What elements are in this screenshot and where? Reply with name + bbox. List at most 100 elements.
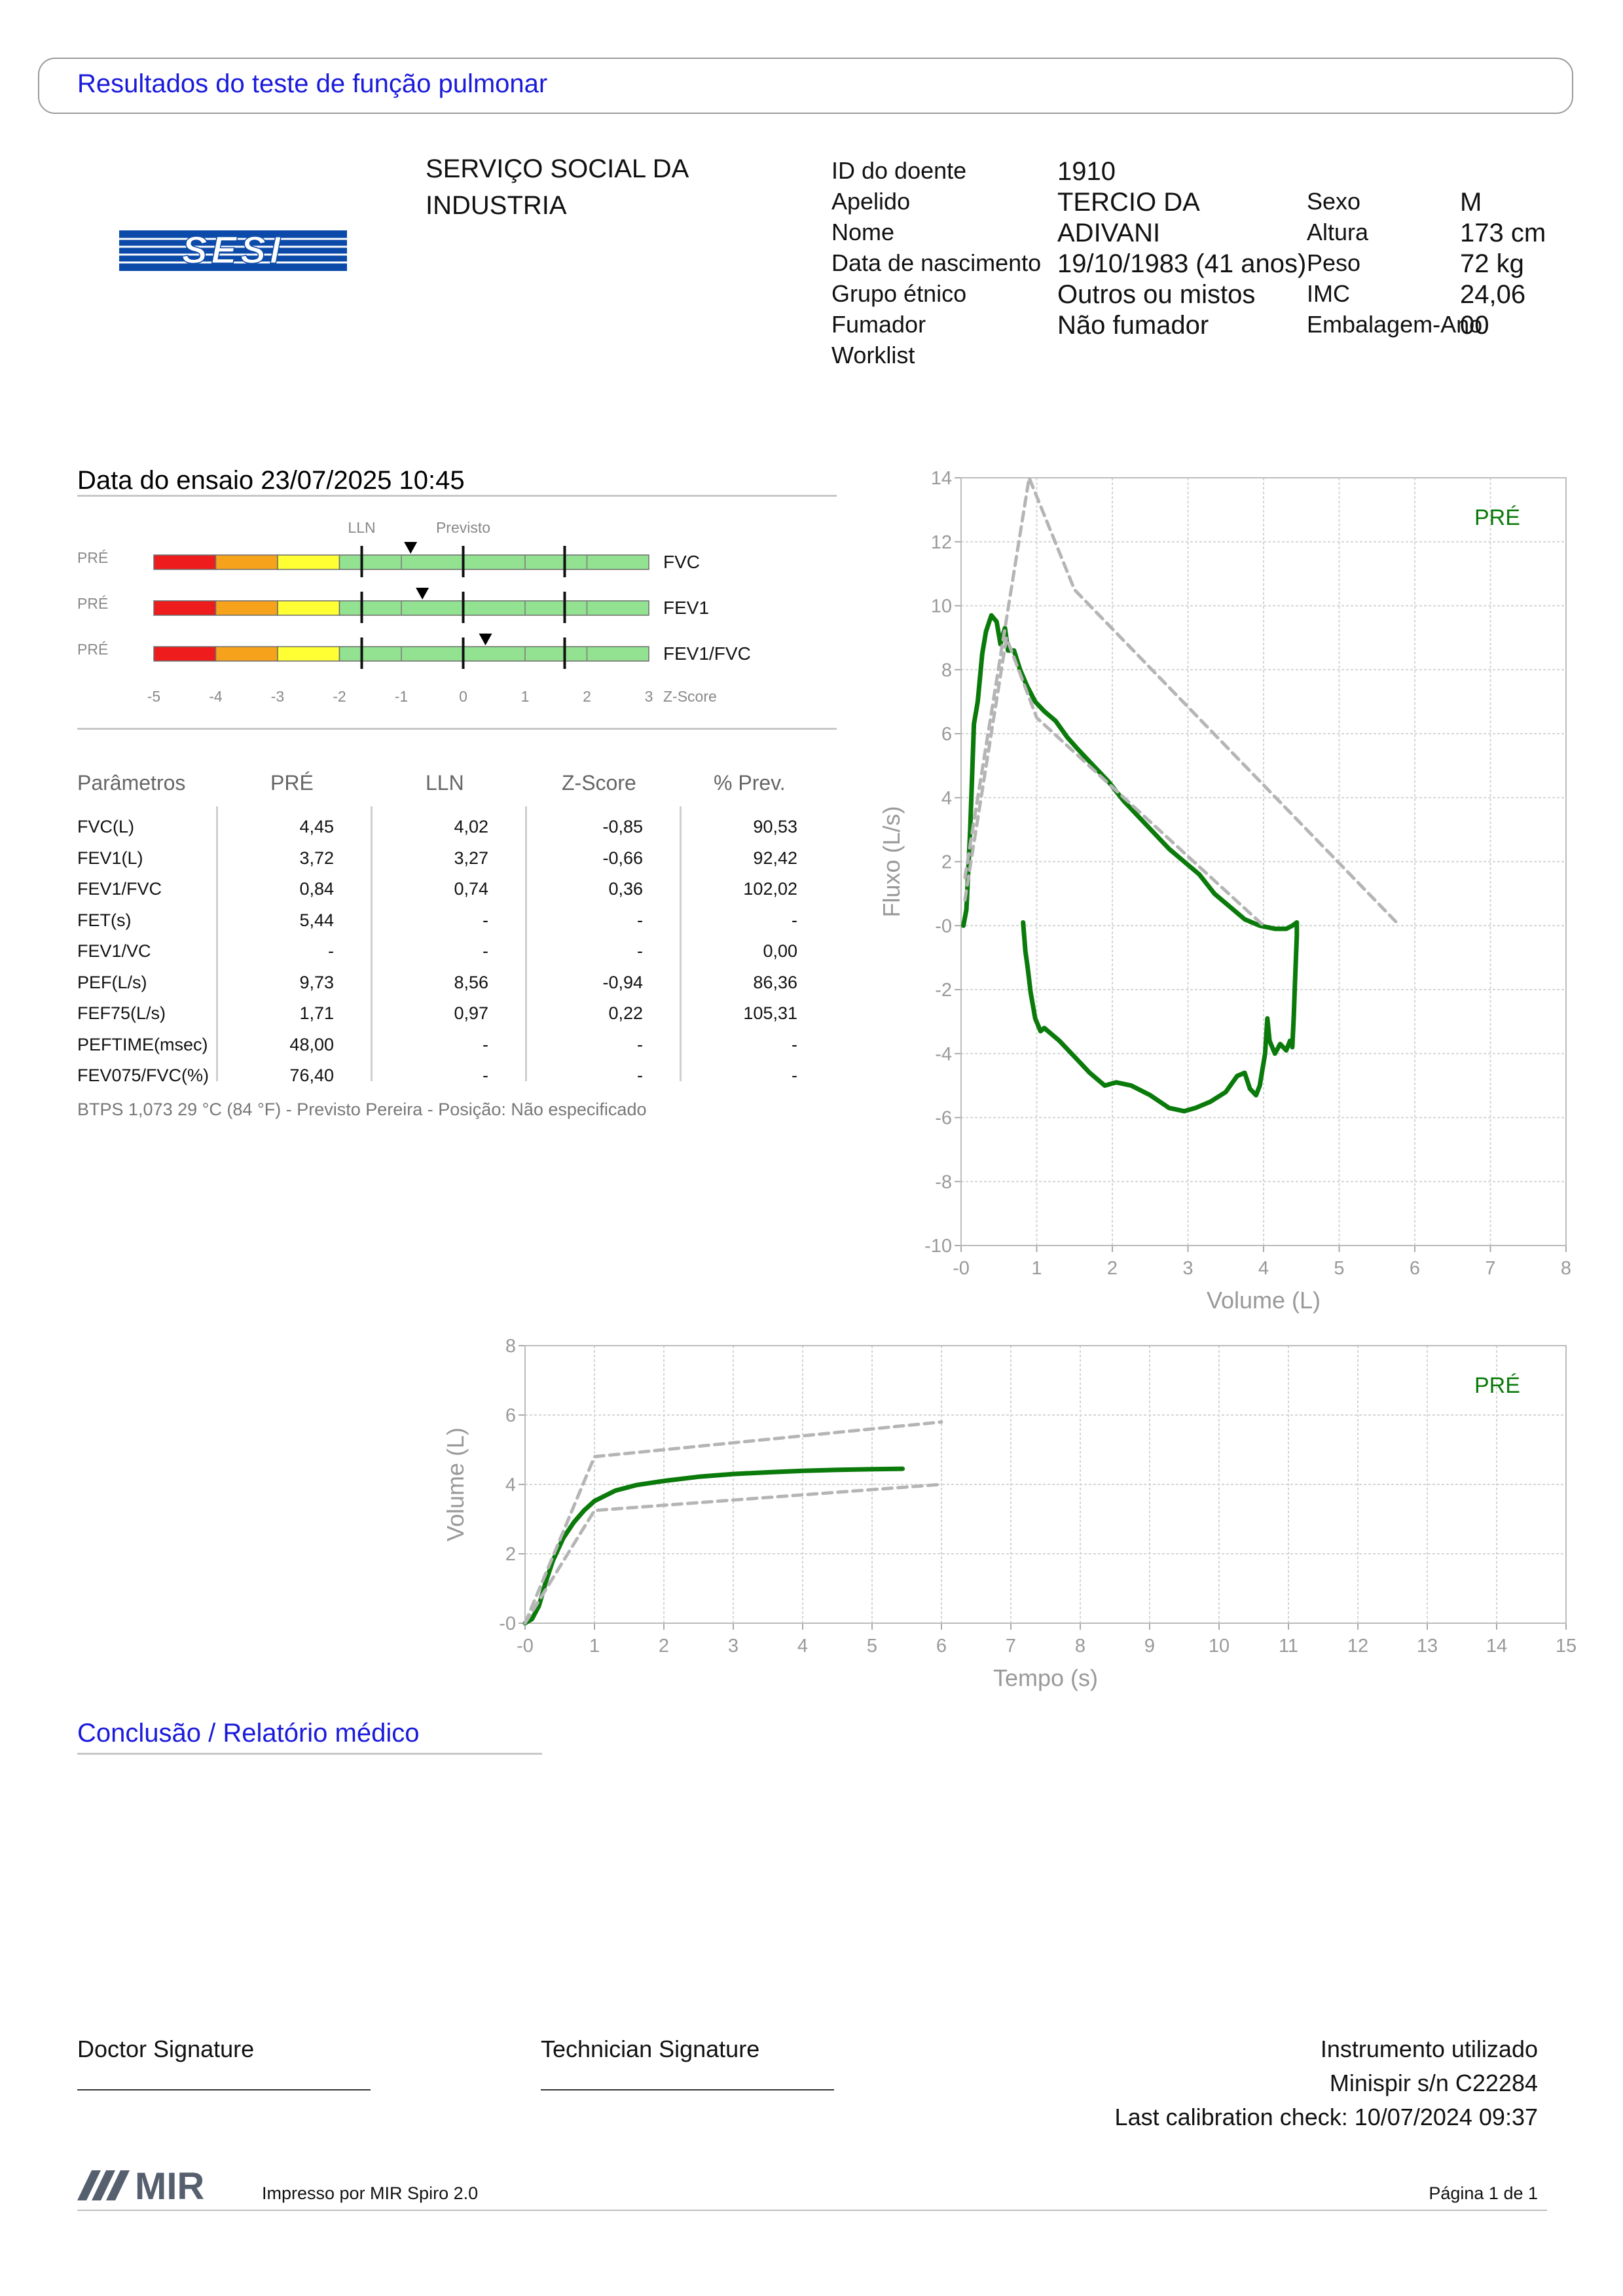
zscore-predicted-label: Previsto — [436, 519, 490, 536]
chart-y-tick-label: 2 — [941, 852, 952, 873]
sesi-logo: SESI — [119, 228, 347, 272]
zscore-row-tag: PRÉ — [77, 595, 108, 612]
chart-y-tick-label: 6 — [941, 724, 952, 745]
chart-x-tick-label: 4 — [797, 1636, 808, 1657]
zscore-param-label: FEV1/FVC — [663, 643, 751, 664]
chart-x-tick-label: 4 — [1258, 1258, 1269, 1279]
value-ethnic-group: Outros ou mistos — [1057, 280, 1256, 309]
table-cell-pre: 3,72 — [299, 848, 334, 868]
table-cell-pre: 76,40 — [289, 1066, 334, 1085]
label-smoker: Fumador — [831, 311, 926, 338]
zscore-band — [215, 554, 278, 570]
zscore-axis-tick: 1 — [521, 688, 530, 705]
sesi-logo-text: SESI — [182, 230, 284, 271]
chart-series-label: PRÉ — [1474, 1373, 1520, 1398]
chart-x-tick-label: 13 — [1417, 1636, 1438, 1657]
label-surname: Apelido — [831, 188, 911, 215]
zscore-row: PRÉ FVC — [77, 542, 700, 577]
chart-series-measured — [522, 1466, 905, 1626]
zscore-row-tag: PRÉ — [77, 641, 108, 658]
chart-y-axis-label: Volume (L) — [442, 1427, 469, 1541]
table-cell-lln: 4,02 — [454, 817, 488, 836]
instrument-serial: Minispir s/n C22284 — [1329, 2070, 1538, 2096]
chart-series-predicted-upper — [963, 476, 1402, 927]
label-sex: Sexo — [1307, 188, 1361, 215]
value-smoker: Não fumador — [1057, 311, 1209, 340]
doctor-signature-label: Doctor Signature — [77, 2036, 255, 2062]
zscore-band — [215, 646, 278, 662]
table-cell-lln: - — [483, 910, 488, 930]
header-box — [38, 58, 1573, 114]
zscore-band — [338, 600, 649, 616]
zscore-band — [153, 600, 217, 616]
label-ethnic-group: Grupo étnico — [831, 280, 967, 307]
table-cell-z: -0,94 — [602, 972, 643, 992]
chart-series-predicted-lower — [523, 1482, 943, 1625]
page-number: Página 1 de 1 — [1429, 2183, 1538, 2203]
table-cell-lln: 0,74 — [454, 879, 488, 899]
chart-x-tick-label: 2 — [1107, 1258, 1118, 1279]
mir-logo-text: MIR — [135, 2166, 204, 2204]
chart-x-tick-label: 7 — [1006, 1636, 1016, 1657]
table-cell-param: FEV1/VC — [77, 941, 151, 961]
zscore-row: PRÉ FEV1 — [77, 588, 709, 623]
table-cell-param: PEFTIME(msec) — [77, 1034, 208, 1054]
zscore-band — [338, 646, 649, 662]
table-separator — [680, 806, 682, 1081]
table-cell-pre: 9,73 — [299, 972, 334, 992]
value-bmi: 24,06 — [1460, 280, 1526, 309]
chart-y-tick-label: 2 — [505, 1544, 516, 1565]
table-cell-z: - — [637, 1066, 643, 1085]
table-separator — [525, 806, 527, 1081]
flow-volume-svg: -0 1 2 3 4 5 6 7 81412108642-0-2-4-6-8-10Volume … — [878, 468, 1571, 1314]
table-cell-lln: - — [483, 1066, 488, 1085]
zscore-band — [277, 554, 340, 570]
measurement-note: BTPS 1,073 29 °C (84 °F) - Previsto Pere… — [77, 1100, 647, 1119]
chart-x-tick-label: 8 — [1561, 1258, 1571, 1279]
table-header-zscore: Z-Score — [562, 771, 636, 795]
chart-x-tick-label: 3 — [1182, 1258, 1193, 1279]
mir-logo-graphic: MIR — [77, 2165, 204, 2208]
table-cell-param: FEF75(L/s) — [77, 1003, 166, 1023]
table-header-pre: PRÉ — [270, 771, 314, 795]
zscore-rule — [77, 728, 837, 730]
chart-y-tick-label: -8 — [935, 1172, 952, 1193]
table-cell-lln: - — [483, 1034, 488, 1054]
table-cell-pre: - — [328, 941, 334, 961]
flow-volume-chart: -0 1 2 3 4 5 6 7 8 14 12 10 8 6 4 2 -0 -2 -4 -6 -8 -10 Volume … — [864, 458, 1597, 1335]
table-cell-pre: 5,44 — [299, 910, 334, 930]
page-title: Resultados do teste de função pulmonar — [77, 69, 548, 98]
volume-time-chart: -0 1 2 3 4 5 6 7 8 9 10 11 12 13 14 15 8 6 4 2 -0 Tempo (s) Vo… — [419, 1329, 1597, 1715]
chart-series-label: PRÉ — [1474, 505, 1520, 530]
table-cell-lln: 3,27 — [454, 848, 488, 868]
zscore-param-label: FVC — [663, 552, 700, 572]
zscore-axis-tick: 0 — [459, 688, 467, 705]
label-height: Altura — [1307, 219, 1369, 245]
zscore-row-tag: PRÉ — [77, 549, 108, 566]
chart-x-axis-label: Volume (L) — [1207, 1287, 1321, 1314]
chart-x-tick-label: 3 — [728, 1636, 739, 1657]
org-name-line2: INDUSTRIA — [426, 191, 567, 220]
chart-y-tick-label: 14 — [931, 468, 952, 489]
label-birthdate: Data de nascimento — [831, 249, 1042, 276]
label-weight: Peso — [1307, 249, 1361, 276]
sesi-logo-graphic: SESI — [119, 228, 347, 272]
chart-y-tick-label: 12 — [931, 532, 952, 553]
table-cell-prev: - — [792, 1066, 797, 1085]
chart-y-tick-label: 4 — [505, 1475, 516, 1496]
table-cell-z: 0,22 — [608, 1003, 643, 1023]
label-worklist: Worklist — [831, 342, 915, 368]
value-weight: 72 kg — [1460, 249, 1524, 278]
chart-x-tick-label: -0 — [517, 1636, 534, 1657]
chart-x-tick-label: 14 — [1486, 1636, 1507, 1657]
table-cell-z: -0,85 — [602, 817, 643, 836]
table-cell-lln: 0,97 — [454, 1003, 488, 1023]
technician-signature-line — [541, 2089, 834, 2090]
organization-name: SERVIÇO SOCIAL DA INDUSTRIA — [426, 151, 689, 224]
chart-y-tick-label: -2 — [935, 980, 952, 1001]
doctor-signature-line — [77, 2089, 371, 2090]
table-cell-lln: - — [483, 941, 488, 961]
zscore-band — [153, 554, 217, 570]
